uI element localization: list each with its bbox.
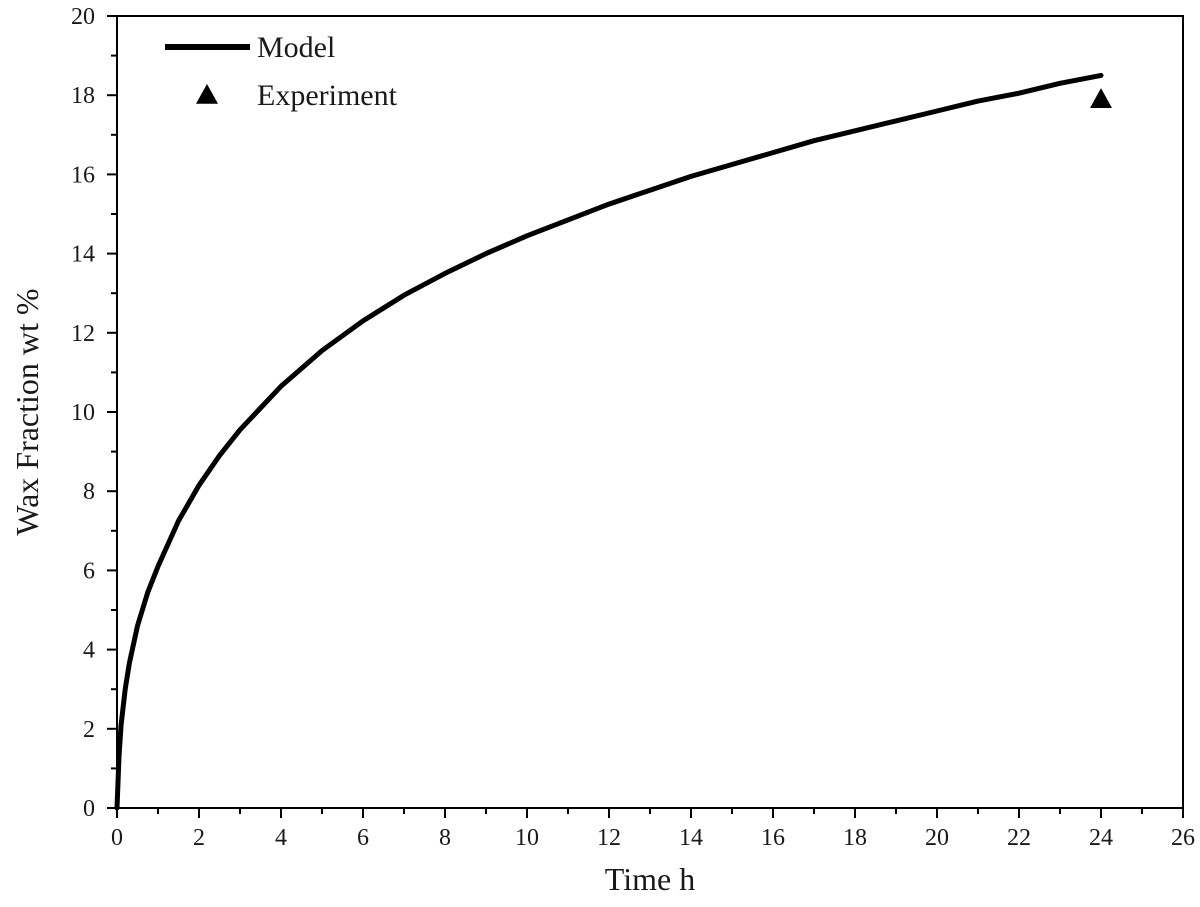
- x-tick-label: 20: [925, 825, 949, 851]
- y-tick-label: 20: [71, 4, 95, 30]
- legend: Model Experiment: [165, 31, 398, 112]
- x-tick-label: 4: [275, 825, 287, 851]
- y-tick-label: 14: [71, 242, 95, 268]
- x-tick-label: 26: [1171, 825, 1195, 851]
- x-tick-label: 14: [679, 825, 703, 851]
- y-tick-label: 18: [71, 83, 95, 109]
- experiment-point: [1090, 88, 1112, 108]
- x-tick-label: 12: [597, 825, 621, 851]
- x-tick-label: 22: [1007, 825, 1031, 851]
- x-tick-label: 16: [761, 825, 785, 851]
- series-layer: [114, 72, 1112, 811]
- y-axis-title: Wax Fraction wt %: [9, 288, 45, 535]
- y-tick-label: 12: [71, 321, 95, 347]
- y-tick-label: 10: [71, 400, 95, 426]
- x-tick-label: 24: [1089, 825, 1113, 851]
- y-tick-label: 2: [83, 717, 95, 743]
- legend-model-label: Model: [257, 31, 335, 64]
- model-curve: [114, 72, 1104, 811]
- x-tick-label: 10: [515, 825, 539, 851]
- y-tick-label: 4: [83, 638, 95, 664]
- x-axis-title: Time h: [605, 861, 695, 897]
- major-ticks: [107, 15, 1184, 818]
- y-tick-label: 0: [83, 796, 95, 822]
- y-tick-label: 6: [83, 558, 95, 584]
- legend-experiment-swatch: [196, 84, 218, 104]
- x-tick-label: 2: [193, 825, 205, 851]
- y-tick-label: 16: [71, 162, 95, 188]
- y-tick-label: 8: [83, 479, 95, 505]
- legend-experiment-label: Experiment: [257, 79, 398, 112]
- plot-frame: [116, 15, 1184, 809]
- x-tick-label: 18: [843, 825, 867, 851]
- x-tick-label: 0: [111, 825, 123, 851]
- minor-ticks: [111, 54, 1143, 814]
- x-tick-label: 6: [357, 825, 369, 851]
- x-tick-label: 8: [439, 825, 451, 851]
